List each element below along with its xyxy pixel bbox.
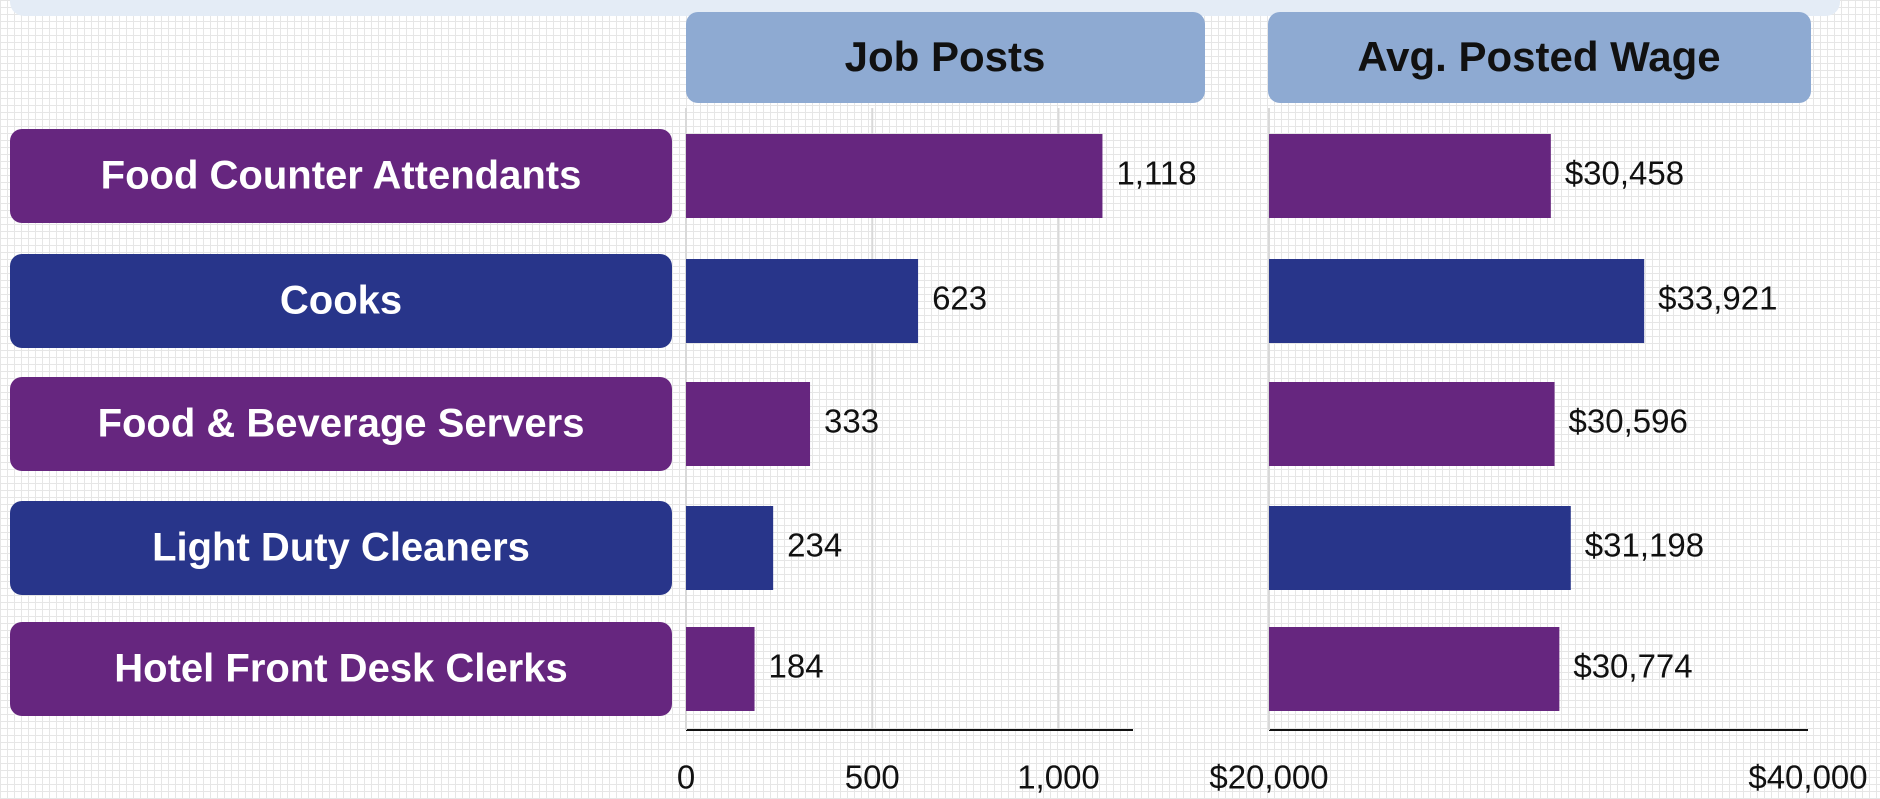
x-tick-label: $40,000 xyxy=(1748,759,1867,796)
bar xyxy=(686,627,755,711)
bar xyxy=(1269,506,1571,590)
x-tick-label: $20,000 xyxy=(1209,759,1328,796)
category-box xyxy=(10,501,672,595)
panel-title: Job Posts xyxy=(845,33,1046,80)
bar xyxy=(686,382,811,466)
category-label: Food Counter Attendants xyxy=(101,154,582,198)
category-label: Cooks xyxy=(280,279,402,323)
value-label: 333 xyxy=(824,403,879,440)
x-tick-label: 0 xyxy=(677,759,695,796)
header-box xyxy=(1268,12,1811,103)
bar xyxy=(686,259,919,343)
value-label: 1,118 xyxy=(1116,155,1196,192)
category-label: Food & Beverage Servers xyxy=(98,402,585,446)
bar xyxy=(1269,259,1645,343)
category-label: Light Duty Cleaners xyxy=(152,526,530,570)
value-label: 234 xyxy=(787,527,842,564)
value-label: $30,458 xyxy=(1565,155,1684,192)
x-tick-label: 500 xyxy=(845,759,900,796)
value-label: 184 xyxy=(769,648,824,685)
value-label: $33,921 xyxy=(1658,280,1777,317)
value-label: $31,198 xyxy=(1585,527,1704,564)
header-box xyxy=(686,12,1205,103)
bar xyxy=(686,134,1103,218)
value-label: $30,596 xyxy=(1569,403,1688,440)
category-box xyxy=(10,254,672,348)
category-box xyxy=(10,129,672,223)
bar xyxy=(1269,627,1560,711)
top-banner xyxy=(10,0,1840,16)
value-label: $30,774 xyxy=(1573,648,1692,685)
bar xyxy=(1269,382,1555,466)
category-label: Hotel Front Desk Clerks xyxy=(114,647,567,691)
panel-title: Avg. Posted Wage xyxy=(1357,33,1720,80)
bar xyxy=(1269,134,1551,218)
category-box xyxy=(10,622,672,716)
x-tick-label: 1,000 xyxy=(1017,759,1100,796)
category-box xyxy=(10,377,672,471)
bar xyxy=(686,506,774,590)
value-label: 623 xyxy=(932,280,987,317)
